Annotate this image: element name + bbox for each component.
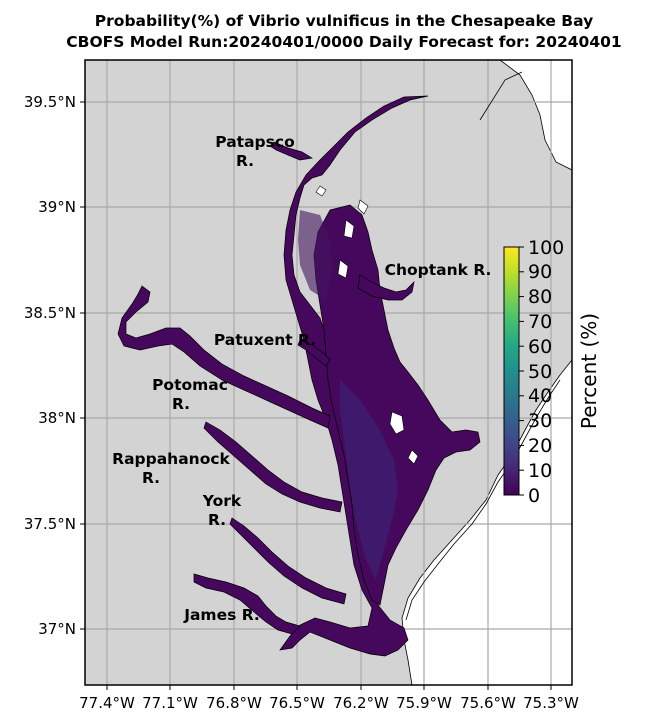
patuxent-river: [297, 339, 331, 367]
potomac-river: [117, 285, 331, 429]
colorbar-tick-label: 10: [528, 460, 552, 482]
river-label-patuxent: Patuxent R.: [214, 331, 316, 349]
lon-tick-label: 77.4°W: [79, 694, 135, 712]
main-bay: [279, 95, 429, 657]
colorbar-tick-label: 60: [528, 336, 552, 358]
river-label-york-2: R.: [208, 511, 226, 529]
river-label-choptank: Choptank R.: [385, 261, 492, 279]
colorbar-label: Percent (%): [577, 313, 601, 429]
patapsco-river: [269, 141, 313, 161]
river-label-rappahanock-2: R.: [142, 469, 160, 487]
lat-tick-label: 38°N: [38, 409, 76, 427]
river-label-james: James R.: [183, 606, 260, 624]
river-label-patapsco: Patapsco: [215, 133, 294, 151]
choptank-river: [357, 274, 415, 301]
lat-tick-label: 39.5°N: [24, 93, 76, 111]
james-river: [193, 573, 301, 635]
river-label-potomac-2: R.: [172, 395, 190, 413]
colorbar-ticks: [519, 246, 524, 496]
lon-tick-label: 76.2°W: [333, 694, 389, 712]
lon-tick-label: 75.6°W: [460, 694, 516, 712]
lat-tick-label: 37°N: [38, 620, 76, 638]
delaware-bay: [499, 60, 572, 171]
lon-tick-label: 75.9°W: [396, 694, 452, 712]
lon-axis: [106, 685, 552, 690]
atlantic-ocean: [401, 359, 572, 685]
colorbar-tick-label: 70: [528, 311, 552, 333]
islands: [315, 185, 419, 465]
lat-tick-label: 37.5°N: [24, 515, 76, 533]
colorbar-tick-label: 50: [528, 361, 552, 383]
upper-bay-shading: [298, 210, 332, 300]
lat-tick-label: 39°N: [38, 198, 76, 216]
lon-tick-label: 76.8°W: [206, 694, 262, 712]
lon-tick-label: 77.1°W: [142, 694, 198, 712]
lon-tick-label: 75.3°W: [523, 694, 579, 712]
map-title-line1: Probability(%) of Vibrio vulnificus in t…: [95, 12, 593, 30]
lon-tick-label: 76.5°W: [269, 694, 325, 712]
colorbar-tick-label: 80: [528, 286, 552, 308]
map-panel: [85, 60, 572, 685]
york-river: [229, 517, 347, 605]
mid-bay-shading: [340, 380, 398, 580]
colorbar: [503, 246, 520, 496]
river-label-potomac: Potomac: [152, 376, 228, 394]
map-frame: [84, 59, 573, 686]
lat-tick-label: 38.5°N: [24, 304, 76, 322]
colorbar-tick-label: 100: [528, 237, 564, 259]
lat-axis: [80, 101, 85, 630]
river-label-rappahanock: Rappahanock: [112, 450, 230, 468]
map-title-line2: CBOFS Model Run:20240401/0000 Daily Fore…: [66, 33, 621, 51]
rappahannock-river: [203, 421, 343, 513]
river-label-york: York: [202, 492, 242, 510]
colorbar-tick-label: 40: [528, 385, 552, 407]
colorbar-tick-label: 90: [528, 261, 552, 283]
colorbar-tick-label: 0: [528, 485, 540, 507]
river-label-patapsco-2: R.: [236, 152, 254, 170]
barrier-islands: [405, 71, 561, 621]
colorbar-tick-label: 30: [528, 410, 552, 432]
colorbar-tick-label: 20: [528, 435, 552, 457]
